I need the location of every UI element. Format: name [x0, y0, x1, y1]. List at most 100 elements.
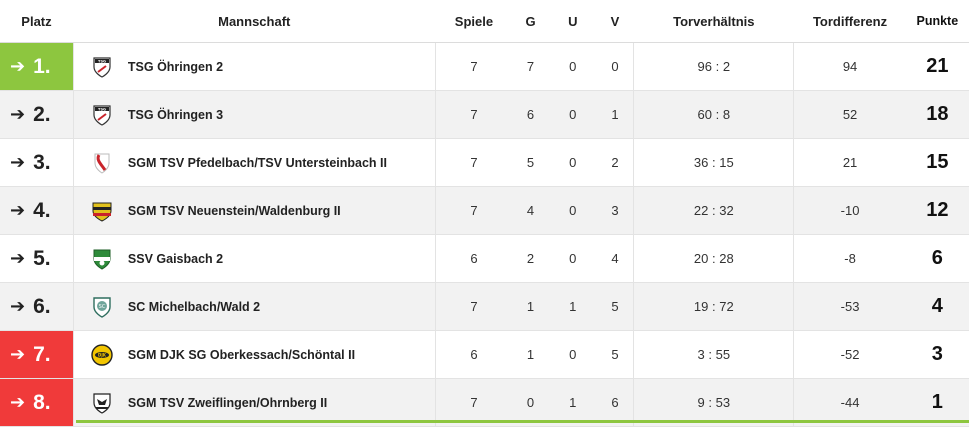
unentschieden-value: 0	[569, 251, 577, 266]
svg-text:DJK: DJK	[98, 352, 107, 357]
unentschieden-value: 0	[569, 347, 577, 362]
punkte-value: 3	[931, 343, 943, 365]
siege-value: 6	[526, 107, 535, 122]
table-row[interactable]: ➔ 5. SSV Gaisbach 2 6 2 0 4 20 : 28 -8 6	[0, 235, 969, 283]
niederlagen-value: 3	[611, 203, 619, 218]
platz-cell: ➔ 3.	[0, 139, 73, 186]
svg-text:SC: SC	[99, 304, 106, 310]
spiele-value: 7	[470, 299, 478, 314]
header-punkte[interactable]: Punkte	[916, 14, 959, 28]
unentschieden-value: 0	[569, 203, 577, 218]
ssv-gaisbach-logo-icon	[90, 247, 114, 271]
unentschieden-value: 0	[569, 107, 577, 122]
table-row[interactable]: ➔ 6. SC SC Michelbach/Wald 2 7 1 1 5 19 : 72 -53 4	[0, 283, 969, 331]
niederlagen-value: 4	[611, 251, 619, 266]
platz-cell: ➔ 8.	[0, 379, 73, 426]
arrow-right-icon: ➔	[10, 344, 26, 364]
team-cell[interactable]: DJK SGM DJK SG Oberkessach/Schöntal II	[72, 331, 436, 378]
tordifferenz-value: -53	[840, 299, 860, 314]
tore-text: 96 : 2	[697, 59, 731, 74]
siege-value: 2	[526, 251, 535, 266]
team-cell[interactable]: SGM TSV Neuenstein/Waldenburg II	[72, 187, 436, 234]
rank-badge: ➔ 1.	[0, 43, 73, 90]
spiele-value: 6	[470, 347, 478, 362]
tordifferenz-value: 52	[842, 107, 858, 122]
torverhaeltnis-value: 3 : 55	[633, 331, 795, 378]
rank-badge: ➔ 7.	[0, 331, 73, 378]
table-header: Platz Mannschaft Spiele G U V Torverhält…	[0, 0, 969, 43]
team-name[interactable]: SSV Gaisbach 2	[127, 251, 224, 266]
team-cell[interactable]: SGM TSV Pfedelbach/TSV Untersteinbach II	[72, 139, 436, 186]
siege-value: 0	[526, 395, 535, 410]
rank-label: 7.	[33, 342, 51, 366]
table-row[interactable]: ➔ 3. SGM TSV Pfedelbach/TSV Untersteinbach…	[0, 139, 969, 187]
rank-label: 8.	[33, 390, 51, 414]
rank-label: 1.	[33, 54, 51, 78]
torverhaeltnis-value: 60 : 8	[633, 91, 795, 138]
djk-oberkessach-logo-icon: DJK	[90, 343, 114, 367]
spiele-value: 7	[470, 203, 478, 218]
team-name[interactable]: SGM TSV Pfedelbach/TSV Untersteinbach II	[127, 155, 387, 170]
spiele-value: 7	[470, 155, 478, 170]
rank-label: 4.	[33, 198, 51, 222]
arrow-right-icon: ➔	[10, 200, 26, 220]
tordifferenz-value: -44	[840, 395, 860, 410]
punkte-value: 12	[926, 199, 949, 221]
rank-badge: ➔ 4.	[0, 187, 73, 234]
rank-badge: ➔ 8.	[0, 379, 73, 426]
tore-text: 3 : 55	[697, 347, 731, 362]
niederlagen-value: 5	[611, 299, 619, 314]
table-row[interactable]: ➔ 7. DJK SGM DJK SG Oberkessach/Schöntal II…	[0, 331, 969, 379]
team-cell[interactable]: SC SC Michelbach/Wald 2	[72, 283, 436, 330]
header-tordifferenz[interactable]: Tordifferenz	[812, 13, 888, 29]
tore-text: 9 : 53	[697, 395, 731, 410]
header-g[interactable]: G	[525, 13, 536, 29]
team-name[interactable]: SGM TSV Neuenstein/Waldenburg II	[127, 203, 341, 218]
table-row[interactable]: ➔ 2. TSG TSG Öhringen 3 7 6 0 1 60 : 8 52 18	[0, 91, 969, 139]
rank-badge: ➔ 5.	[0, 235, 73, 282]
niederlagen-value: 2	[611, 155, 619, 170]
rank-label: 5.	[33, 246, 51, 270]
siege-value: 4	[526, 203, 535, 218]
table-body: ➔ 1. TSG TSG Öhringen 2 7 7 0 0 96 : 2 94 21 ➔ 2. TSG…	[0, 43, 969, 427]
tore-text: 19 : 72	[693, 299, 734, 314]
rank-label: 2.	[33, 102, 51, 126]
arrow-right-icon: ➔	[10, 56, 26, 76]
torverhaeltnis-value: 36 : 15	[633, 139, 795, 186]
punkte-value: 4	[931, 295, 943, 317]
unentschieden-value: 1	[569, 395, 577, 410]
niederlagen-value: 6	[611, 395, 619, 410]
torverhaeltnis-value: 9 : 53	[633, 379, 795, 426]
spiele-value: 7	[470, 395, 478, 410]
header-spiele[interactable]: Spiele	[454, 13, 494, 29]
team-cell[interactable]: TSG TSG Öhringen 2	[72, 43, 436, 90]
rank-badge: ➔ 3.	[0, 139, 73, 186]
team-name[interactable]: TSG Öhringen 2	[127, 59, 224, 74]
table-row[interactable]: ➔ 1. TSG TSG Öhringen 2 7 7 0 0 96 : 2 94 21	[0, 43, 969, 91]
tore-text: 20 : 28	[693, 251, 734, 266]
platz-cell: ➔ 6.	[0, 283, 73, 330]
team-name[interactable]: SGM DJK SG Oberkessach/Schöntal II	[127, 347, 356, 362]
header-u[interactable]: U	[568, 13, 578, 29]
header-torverhaeltnis[interactable]: Torverhältnis	[673, 13, 755, 29]
team-cell[interactable]: TSG TSG Öhringen 3	[72, 91, 436, 138]
tordifferenz-value: 21	[842, 155, 858, 170]
team-cell[interactable]: SSV Gaisbach 2	[72, 235, 436, 282]
team-name[interactable]: SC Michelbach/Wald 2	[127, 299, 261, 314]
tordifferenz-value: -8	[844, 251, 856, 266]
tordifferenz-value: 94	[842, 59, 858, 74]
platz-cell: ➔ 1.	[0, 43, 73, 90]
header-v[interactable]: V	[610, 13, 620, 29]
unentschieden-value: 0	[569, 59, 577, 74]
team-name[interactable]: TSG Öhringen 3	[127, 107, 224, 122]
sc-michelbach-logo-icon: SC	[90, 295, 114, 319]
arrow-right-icon: ➔	[10, 248, 26, 268]
niederlagen-value: 0	[611, 59, 619, 74]
team-cell[interactable]: SGM TSV Zweiflingen/Ohrnberg II	[72, 379, 436, 426]
header-mannschaft[interactable]: Mannschaft	[218, 13, 291, 29]
table-row[interactable]: ➔ 4. SGM TSV Neuenstein/Waldenburg II 7 4 0 3 2…	[0, 187, 969, 235]
tsv-zweiflingen-logo-icon	[90, 391, 114, 415]
header-platz[interactable]: Platz	[21, 13, 52, 29]
tore-text: 36 : 15	[693, 155, 734, 170]
team-name[interactable]: SGM TSV Zweiflingen/Ohrnberg II	[127, 395, 328, 410]
